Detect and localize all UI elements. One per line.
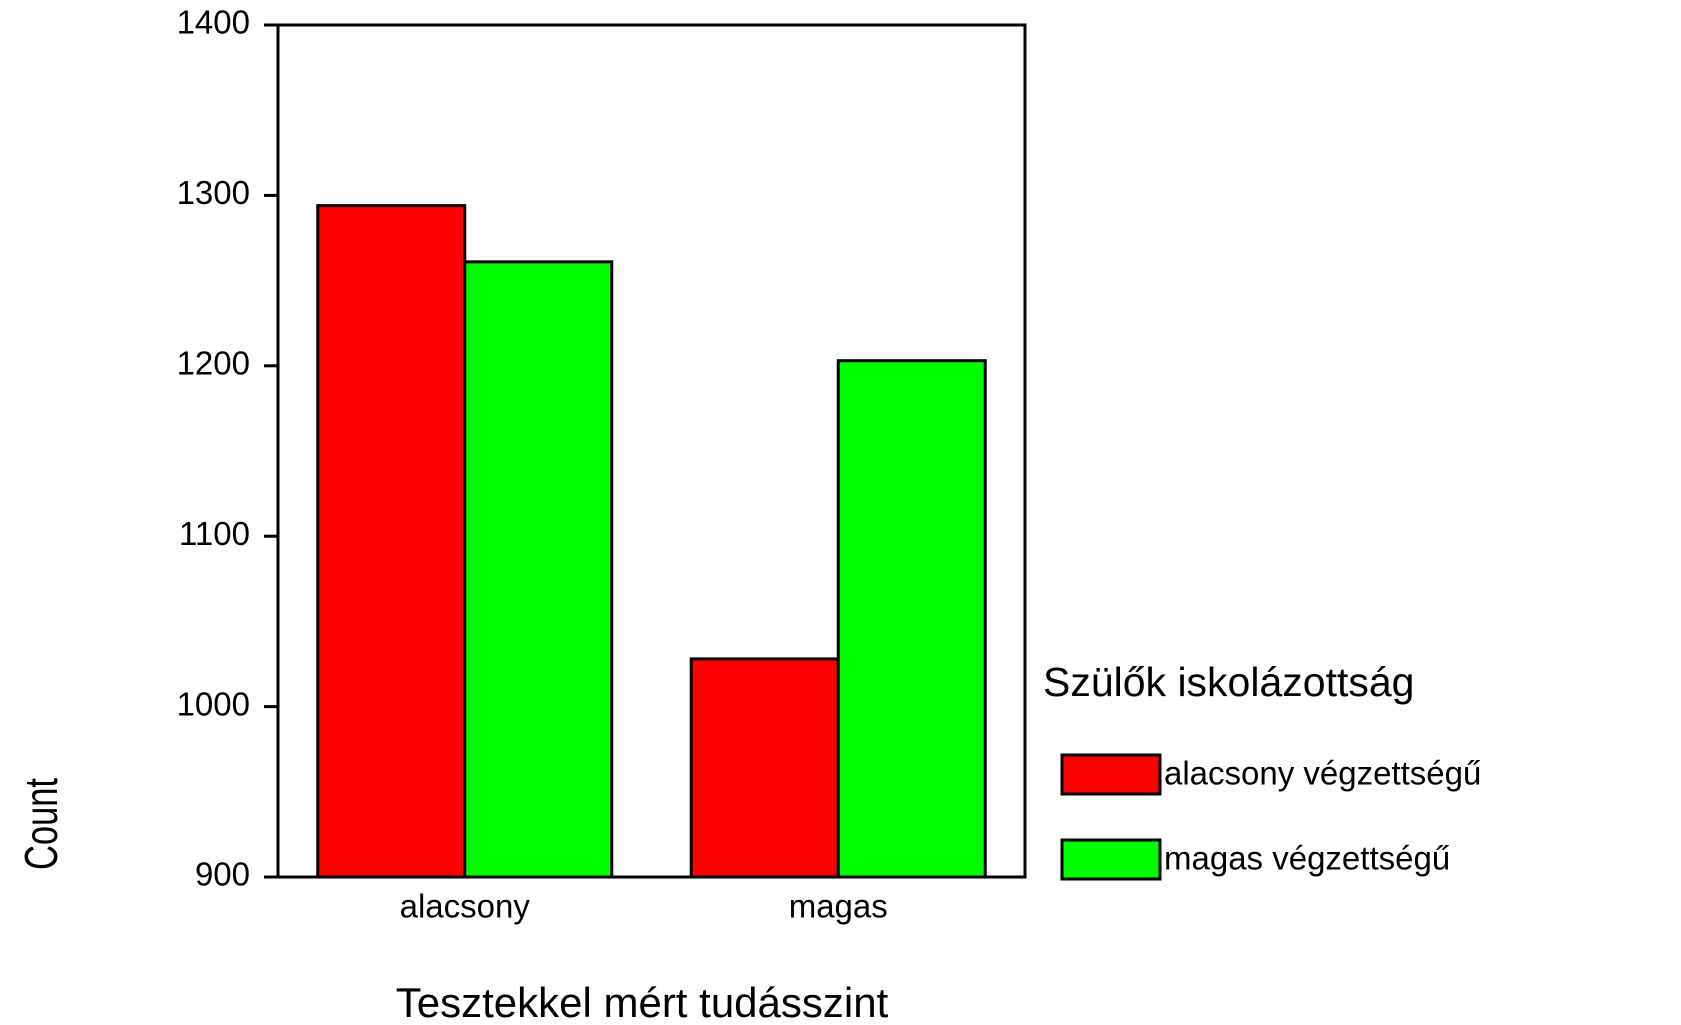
y-tick-label: 1300 — [177, 174, 250, 211]
bar — [316, 204, 467, 879]
y-tick-label: 1200 — [177, 345, 250, 382]
x-tick-label: alacsony — [400, 888, 531, 925]
y-tick-label: 1100 — [179, 515, 250, 552]
x-axis-title: Tesztekkel mért tudásszint — [396, 979, 889, 1025]
legend-swatch — [1060, 838, 1162, 881]
legend-title: Szülők iskolázottság — [1043, 659, 1414, 705]
y-tick-label: 900 — [195, 856, 250, 893]
legend-label: magas végzettségű — [1164, 840, 1450, 877]
bar — [836, 359, 987, 879]
legend-label: alacsony végzettségű — [1164, 755, 1481, 792]
plot-frame — [276, 23, 1027, 879]
bar — [463, 260, 614, 879]
bar — [689, 657, 840, 879]
y-axis-title: Count — [15, 778, 67, 870]
y-tick-label: 1400 — [177, 4, 250, 41]
x-tick-label: magas — [789, 888, 888, 925]
legend-swatch — [1060, 753, 1162, 796]
y-tick-label: 1000 — [177, 685, 250, 722]
